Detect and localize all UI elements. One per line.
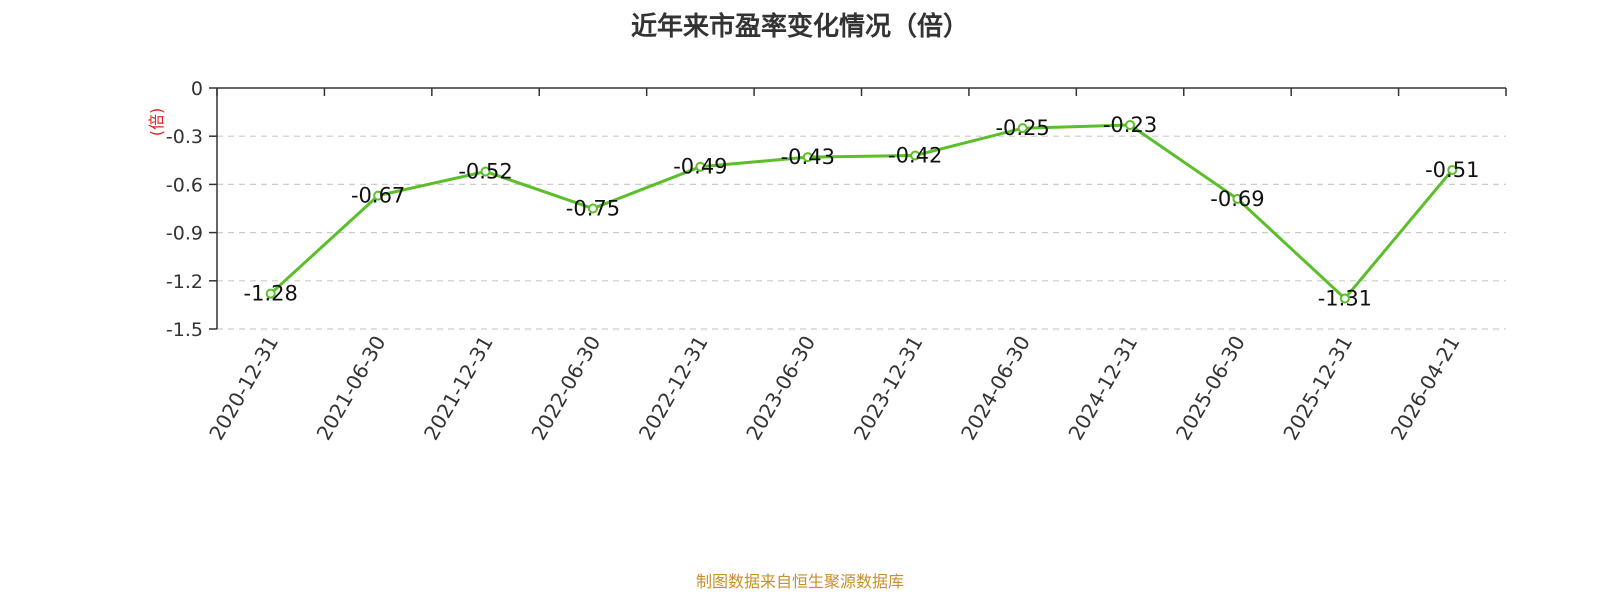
data-label: -0.43 bbox=[781, 145, 835, 169]
y-tick-label: -0.3 bbox=[166, 126, 203, 148]
x-tick-label: 2024-12-31 bbox=[1063, 332, 1142, 445]
y-tick-label: -0.9 bbox=[166, 223, 203, 245]
data-label: -0.69 bbox=[1210, 187, 1264, 211]
data-point bbox=[1339, 293, 1350, 304]
data-labels: -1.28 -0.67 -0.52 -0.75 -0.49 -0.43 -0.42 -0.25… bbox=[244, 113, 1480, 311]
data-label: -0.25 bbox=[995, 116, 1049, 140]
data-label: -0.51 bbox=[1425, 158, 1479, 182]
data-label: -0.49 bbox=[673, 155, 727, 179]
axes bbox=[209, 87, 1507, 330]
source-footnote: 制图数据来自恒生聚源数据库 bbox=[695, 572, 904, 591]
x-tick-label: 2025-06-30 bbox=[1171, 332, 1250, 445]
series-line bbox=[269, 123, 1454, 301]
data-point bbox=[1125, 119, 1136, 130]
data-point bbox=[802, 152, 813, 163]
x-tick-label: 2022-12-31 bbox=[634, 332, 713, 445]
data-label: -0.75 bbox=[566, 197, 620, 221]
data-label: -0.42 bbox=[888, 143, 942, 167]
data-point bbox=[1447, 164, 1458, 175]
x-tick-labels: 2020-12-31 2021-06-30 2021-12-31 2022-06-30… bbox=[204, 332, 1464, 445]
data-point bbox=[1232, 193, 1243, 204]
data-points bbox=[265, 119, 1458, 304]
data-label: -1.28 bbox=[244, 282, 298, 306]
grid-lines bbox=[217, 135, 1506, 330]
y-tick-label: -0.6 bbox=[166, 174, 203, 196]
data-point bbox=[373, 190, 384, 201]
data-label: -0.52 bbox=[458, 160, 512, 184]
y-axis-label: (倍) bbox=[147, 108, 166, 137]
x-tick-label: 2023-06-30 bbox=[741, 332, 820, 445]
x-tick-label: 2023-12-31 bbox=[849, 332, 928, 445]
y-tick-label: -1.5 bbox=[166, 319, 203, 341]
y-tick-label: -1.2 bbox=[166, 271, 203, 293]
data-label: -1.31 bbox=[1318, 286, 1372, 310]
x-tick-label: 2024-06-30 bbox=[956, 332, 1035, 445]
y-tick-labels: 0 -0.3 -0.6 -0.9 -1.2 -1.5 bbox=[166, 78, 203, 341]
data-point bbox=[695, 161, 706, 172]
data-point bbox=[910, 150, 921, 161]
data-point bbox=[480, 166, 491, 177]
x-tick-label: 2025-12-31 bbox=[1278, 332, 1357, 445]
x-tick-label: 2021-12-31 bbox=[419, 332, 498, 445]
data-point bbox=[265, 288, 276, 299]
data-label: -0.67 bbox=[351, 184, 405, 208]
data-point bbox=[1017, 123, 1028, 134]
y-tick-label: 0 bbox=[191, 78, 203, 100]
x-tick-label: 2022-06-30 bbox=[526, 332, 605, 445]
x-tick-label: 2020-12-31 bbox=[204, 332, 283, 445]
data-point bbox=[587, 203, 598, 214]
chart-title: 近年来市盈率变化情况（倍） bbox=[630, 12, 969, 42]
x-tick-label: 2026-04-21 bbox=[1386, 332, 1465, 445]
x-tick-label: 2021-06-30 bbox=[312, 332, 391, 445]
data-label: -0.23 bbox=[1103, 113, 1157, 137]
